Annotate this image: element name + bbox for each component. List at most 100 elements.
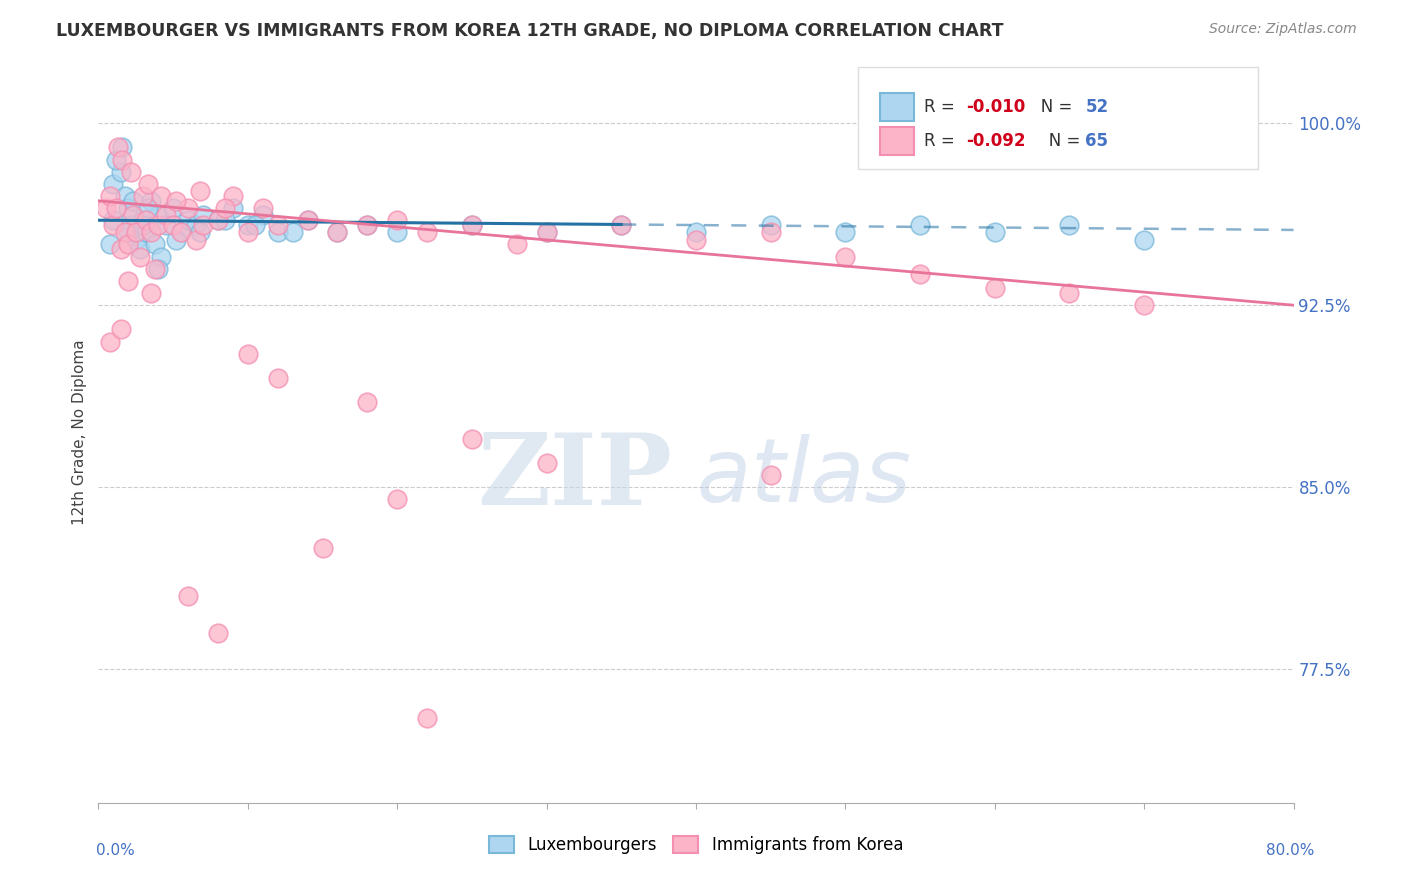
- Point: [536, 225, 558, 239]
- Point: [125, 233, 148, 247]
- Point: [110, 164, 132, 178]
- Text: Source: ZipAtlas.com: Source: ZipAtlas.com: [1209, 22, 1357, 37]
- Text: R =: R =: [924, 98, 960, 116]
- Text: LUXEMBOURGER VS IMMIGRANTS FROM KOREA 12TH GRADE, NO DIPLOMA CORRELATION CHART: LUXEMBOURGER VS IMMIGRANTS FROM KOREA 12…: [56, 22, 1004, 40]
- Y-axis label: 12th Grade, No Diploma: 12th Grade, No Diploma: [72, 340, 87, 525]
- Point: [222, 201, 245, 215]
- Point: [177, 201, 200, 215]
- Point: [759, 225, 782, 239]
- Point: [610, 218, 633, 232]
- Point: [297, 213, 319, 227]
- Point: [236, 218, 259, 232]
- Point: [267, 371, 290, 385]
- Point: [536, 456, 558, 470]
- Point: [281, 225, 304, 239]
- Point: [222, 189, 245, 203]
- Point: [191, 218, 214, 232]
- Text: 0.0%: 0.0%: [96, 843, 135, 857]
- Point: [165, 194, 187, 208]
- Point: [177, 213, 200, 227]
- Point: [121, 208, 143, 222]
- Point: [98, 237, 122, 252]
- Text: 52: 52: [1085, 98, 1108, 116]
- Point: [506, 237, 529, 252]
- Point: [148, 208, 170, 222]
- Point: [135, 213, 157, 227]
- Point: [191, 208, 214, 222]
- Point: [252, 201, 274, 215]
- Point: [121, 194, 143, 208]
- Point: [120, 218, 142, 232]
- Point: [297, 213, 319, 227]
- Point: [111, 140, 134, 154]
- Point: [685, 225, 707, 239]
- Text: atlas: atlas: [696, 434, 911, 520]
- Point: [155, 218, 177, 232]
- Point: [125, 225, 148, 239]
- Point: [132, 213, 155, 227]
- Text: 65: 65: [1085, 132, 1108, 150]
- Point: [110, 322, 132, 336]
- Point: [385, 225, 409, 239]
- Point: [759, 218, 782, 232]
- Point: [984, 225, 1007, 239]
- Point: [162, 218, 184, 232]
- Point: [834, 225, 856, 239]
- Text: -0.092: -0.092: [966, 132, 1025, 150]
- Text: N =: N =: [1025, 98, 1077, 116]
- Point: [169, 225, 191, 239]
- Point: [1059, 218, 1081, 232]
- Point: [148, 218, 170, 232]
- Point: [132, 189, 155, 203]
- Point: [117, 274, 139, 288]
- Point: [139, 194, 162, 208]
- Point: [136, 201, 159, 215]
- Point: [759, 468, 782, 483]
- Point: [105, 153, 128, 167]
- Point: [834, 250, 856, 264]
- Point: [207, 213, 229, 227]
- Point: [150, 189, 173, 203]
- Point: [103, 213, 125, 227]
- Text: -0.010: -0.010: [966, 98, 1025, 116]
- Point: [165, 233, 187, 247]
- Point: [103, 177, 125, 191]
- Point: [461, 218, 484, 232]
- Point: [184, 233, 207, 247]
- Point: [129, 250, 152, 264]
- Point: [114, 225, 136, 239]
- Point: [169, 225, 191, 239]
- Point: [98, 334, 122, 349]
- Point: [114, 189, 136, 203]
- Point: [461, 218, 484, 232]
- Point: [416, 225, 439, 239]
- Point: [416, 711, 439, 725]
- Point: [461, 432, 484, 446]
- Point: [105, 201, 128, 215]
- Point: [536, 225, 558, 239]
- Point: [117, 225, 139, 239]
- Point: [139, 225, 162, 239]
- Point: [326, 225, 349, 239]
- Point: [143, 237, 166, 252]
- Point: [1133, 233, 1156, 247]
- Point: [267, 225, 290, 239]
- Point: [311, 541, 333, 555]
- Point: [120, 164, 142, 178]
- Text: 80.0%: 80.0%: [1267, 843, 1315, 857]
- Point: [94, 201, 117, 215]
- Point: [908, 218, 931, 232]
- Text: R =: R =: [924, 132, 960, 150]
- Point: [117, 237, 139, 252]
- Point: [162, 201, 184, 215]
- Point: [136, 177, 159, 191]
- Point: [132, 218, 155, 232]
- Point: [117, 201, 139, 215]
- Point: [184, 218, 207, 232]
- Legend: Luxembourgers, Immigrants from Korea: Luxembourgers, Immigrants from Korea: [482, 830, 910, 861]
- Point: [188, 225, 211, 239]
- Point: [610, 218, 633, 232]
- Point: [245, 218, 267, 232]
- Point: [214, 201, 236, 215]
- Point: [155, 208, 177, 222]
